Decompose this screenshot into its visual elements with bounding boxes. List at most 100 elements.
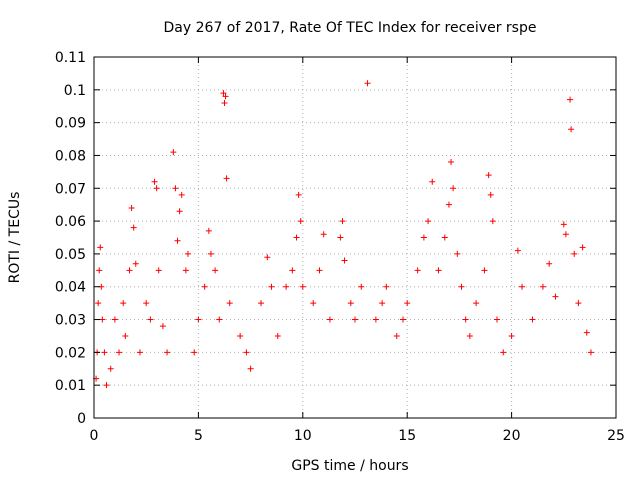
data-point (128, 204, 135, 211)
data-point (97, 244, 104, 251)
data-point (207, 250, 214, 257)
data-point (247, 365, 254, 372)
data-point (153, 185, 160, 192)
data-point (560, 221, 567, 228)
y-tick-label: 0.07 (55, 181, 86, 197)
data-point (111, 316, 118, 323)
y-tick-label: 0.04 (55, 280, 86, 296)
data-point (425, 218, 432, 225)
data-point (126, 267, 133, 274)
data-point (151, 178, 158, 185)
data-point (462, 316, 469, 323)
x-tick-label: 0 (90, 428, 99, 444)
data-point (454, 250, 461, 257)
data-point (237, 332, 244, 339)
data-point (347, 300, 354, 307)
grid (94, 57, 616, 418)
chart-title: Day 267 of 2017, Rate Of TEC Index for r… (164, 20, 537, 36)
data-point (493, 316, 500, 323)
data-point (458, 283, 465, 290)
data-point (220, 90, 227, 97)
data-point (358, 283, 365, 290)
x-tick-label: 20 (503, 428, 521, 444)
y-tick-label: 0.1 (64, 83, 86, 99)
y-axis-label: ROTI / TECUs (7, 192, 23, 284)
y-tick-label: 0.09 (55, 116, 86, 132)
data-point (130, 224, 137, 231)
data-point (519, 283, 526, 290)
data-point (274, 332, 281, 339)
y-tick-label: 0.03 (55, 313, 86, 329)
data-point (120, 300, 127, 307)
y-tick-label: 0.08 (55, 148, 86, 164)
data-point (435, 267, 442, 274)
data-point (466, 332, 473, 339)
data-point (583, 329, 590, 336)
data-point (216, 316, 223, 323)
data-point (147, 316, 154, 323)
data-point (226, 300, 233, 307)
data-point (400, 316, 407, 323)
data-point (500, 349, 507, 356)
data-point (289, 267, 296, 274)
data-point (264, 254, 271, 261)
data-point (481, 267, 488, 274)
data-point (136, 349, 143, 356)
data-point (182, 267, 189, 274)
data-point (212, 267, 219, 274)
data-point (170, 149, 177, 156)
y-tick-label: 0.02 (55, 345, 86, 361)
x-tick-label: 25 (607, 428, 625, 444)
data-point (552, 293, 559, 300)
data-point (178, 191, 185, 198)
y-tick-label: 0.06 (55, 214, 86, 230)
data-point (176, 208, 183, 215)
data-point (546, 260, 553, 267)
data-point (514, 247, 521, 254)
data-point (341, 257, 348, 264)
data-point (243, 349, 250, 356)
data-point (164, 349, 171, 356)
data-point (450, 185, 457, 192)
data-point (320, 231, 327, 238)
data-point (429, 178, 436, 185)
data-point (155, 267, 162, 274)
data-point (96, 267, 103, 274)
data-point (159, 323, 166, 330)
y-tick-label: 0.01 (55, 378, 86, 394)
axis-ticks: 0 0.01 0.02 0.03 0.04 0.05 0.06 0.07 0.08 0.09 0.1… (55, 50, 625, 444)
data-point (310, 300, 317, 307)
data-point (383, 283, 390, 290)
data-point (489, 218, 496, 225)
data-point (195, 316, 202, 323)
data-point (414, 267, 421, 274)
data-point (222, 93, 229, 100)
x-axis-label: GPS time / hours (291, 458, 408, 474)
data-point (293, 234, 300, 241)
data-point (223, 175, 230, 182)
data-point (132, 260, 139, 267)
data-point (487, 191, 494, 198)
data-point (297, 218, 304, 225)
data-point (143, 300, 150, 307)
y-tick-label: 0 (77, 411, 86, 427)
data-point (445, 201, 452, 208)
data-point (473, 300, 480, 307)
y-tick-label: 0.11 (55, 50, 86, 66)
data-point (103, 382, 110, 389)
data-point (567, 96, 574, 103)
data-point (587, 349, 594, 356)
data-point (295, 191, 302, 198)
data-point (529, 316, 536, 323)
x-tick-label: 10 (294, 428, 312, 444)
data-point (404, 300, 411, 307)
data-point (316, 267, 323, 274)
data-point (326, 316, 333, 323)
data-point (99, 316, 106, 323)
data-point (107, 365, 114, 372)
data-points (93, 80, 594, 389)
data-point (172, 185, 179, 192)
data-point (191, 349, 198, 356)
data-point (448, 159, 455, 166)
